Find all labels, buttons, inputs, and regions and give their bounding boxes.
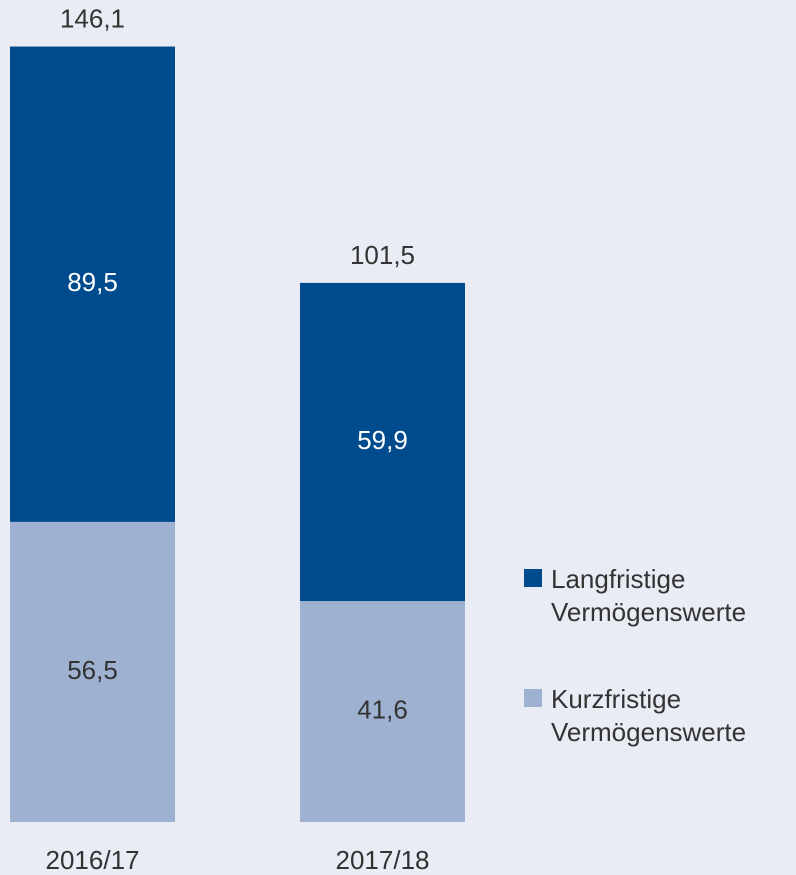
legend-item: Langfristige Vermögenswerte bbox=[524, 563, 796, 629]
bar-segment bbox=[10, 521, 175, 822]
x-tick-label: 2017/18 bbox=[336, 845, 430, 875]
legend-label: Langfristige Vermögenswerte bbox=[551, 564, 747, 627]
legend-item: Kurzfristige Vermögenswerte bbox=[524, 683, 796, 749]
value-label: 59,9 bbox=[357, 425, 408, 455]
bar-segment bbox=[300, 601, 465, 822]
value-label: 89,5 bbox=[67, 267, 118, 297]
legend-swatch bbox=[524, 689, 542, 707]
value-label: 56,5 bbox=[67, 655, 118, 685]
x-tick-label: 2016/17 bbox=[46, 845, 140, 875]
bar-segment bbox=[10, 46, 175, 522]
legend-swatch bbox=[524, 569, 542, 587]
total-label: 146,1 bbox=[60, 3, 125, 33]
legend-label: Kurzfristige Vermögenswerte bbox=[551, 684, 747, 747]
total-label: 101,5 bbox=[350, 240, 415, 270]
value-label: 41,6 bbox=[357, 694, 408, 724]
bar-segment bbox=[300, 282, 465, 602]
